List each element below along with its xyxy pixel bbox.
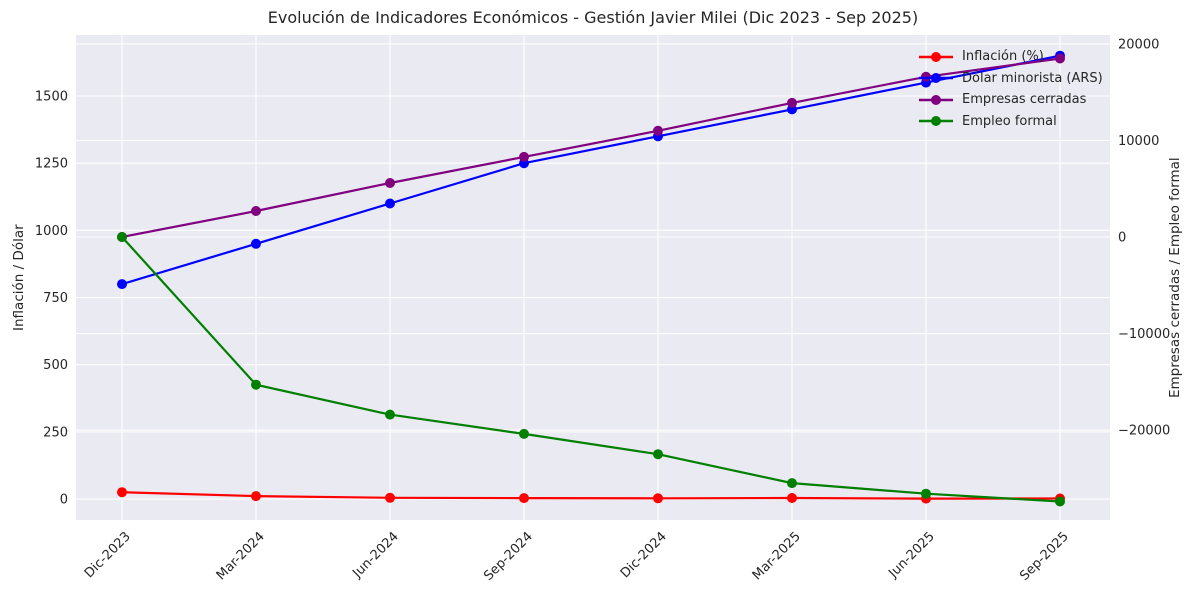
legend-item-empresas-cerradas: Empresas cerradas	[918, 89, 1103, 111]
series-line-inflacio-n	[121, 491, 1061, 500]
data-point-do-lar-minorista-ars	[385, 198, 395, 209]
data-point-inflacio-n	[385, 492, 395, 503]
series-line-do-lar-minorista-ars	[121, 54, 1061, 286]
series-line-empleo-formal	[121, 236, 1061, 503]
data-point-inflacio-n	[117, 487, 127, 498]
legend-marker-empleo-formal	[919, 116, 953, 127]
data-point-empresas-cerradas	[787, 97, 797, 108]
data-point-empleo-formal	[385, 409, 395, 420]
legend-item-inflacio-n: Inflación (%)	[918, 46, 1103, 68]
data-point-empleo-formal	[519, 428, 529, 439]
legend-label: Empresas cerradas	[962, 92, 1087, 108]
chart-title: Evolución de Indicadores Económicos - Ge…	[267, 8, 919, 27]
data-point-empleo-formal	[117, 232, 127, 242]
data-point-inflacio-n	[251, 491, 261, 502]
x-tick-label: Sep-2024	[481, 529, 536, 584]
x-tick-label: Dic-2024	[618, 529, 670, 581]
y-tick-label-right: −20000	[1118, 424, 1170, 439]
y-tick-label-left: 250	[43, 425, 68, 440]
data-point-empleo-formal	[921, 488, 931, 499]
legend-item-do-lar-minorista-ars: Dólar minorista (ARS)	[918, 68, 1103, 90]
legend-marker-inflacio-n	[919, 51, 953, 62]
x-tick-label: Jun-2024	[349, 529, 401, 581]
legend-marker-empresas-cerradas	[919, 94, 953, 105]
series-line-empresas-cerradas	[121, 57, 1061, 239]
y-tick-label-left: 1500	[35, 90, 68, 105]
data-point-inflacio-n	[519, 493, 529, 504]
data-point-empresas-cerradas	[251, 206, 261, 216]
y-tick-label-right: 0	[1118, 231, 1126, 246]
data-point-empresas-cerradas	[653, 125, 663, 136]
y-tick-label-left: 750	[43, 291, 68, 306]
data-point-inflacio-n	[653, 493, 663, 504]
legend-label: Empleo formal	[962, 113, 1057, 129]
legend: Inflación (%) Dólar minorista (ARS) Empres…	[918, 46, 1103, 132]
x-tick-label: Dic-2023	[82, 529, 134, 581]
data-point-empleo-formal	[251, 379, 261, 390]
y-tick-label-left: 0	[60, 493, 68, 508]
data-point-empleo-formal	[787, 478, 797, 489]
plot-background	[76, 35, 1110, 520]
legend-label: Inflación (%)	[962, 49, 1044, 65]
data-point-inflacio-n	[787, 493, 797, 503]
x-tick-label: Mar-2025	[750, 529, 804, 583]
data-point-do-lar-minorista-ars	[117, 279, 127, 290]
data-point-do-lar-minorista-ars	[251, 238, 261, 249]
legend-marker-do-lar-minorista-ars	[919, 73, 953, 84]
data-point-empleo-formal	[653, 449, 663, 460]
x-tick-label: Sep-2025	[1017, 529, 1072, 584]
y-tick-label-right: 10000	[1118, 134, 1159, 149]
data-point-empresas-cerradas	[385, 178, 395, 188]
legend-label: Dólar minorista (ARS)	[962, 70, 1103, 86]
y-tick-label-right: −10000	[1118, 327, 1170, 342]
data-point-empresas-cerradas	[1055, 53, 1065, 64]
y-tick-label-right: 20000	[1118, 38, 1159, 53]
legend-item-empleo-formal: Empleo formal	[918, 111, 1103, 133]
x-tick-label: Mar-2024	[214, 529, 268, 583]
y-tick-label-left: 1250	[35, 157, 68, 172]
y-tick-label-left: 1000	[35, 224, 68, 239]
y-tick-label-left: 500	[43, 358, 68, 373]
data-point-empleo-formal	[1055, 496, 1065, 507]
x-tick-label: Jun-2025	[885, 529, 937, 581]
data-point-empresas-cerradas	[519, 151, 529, 162]
